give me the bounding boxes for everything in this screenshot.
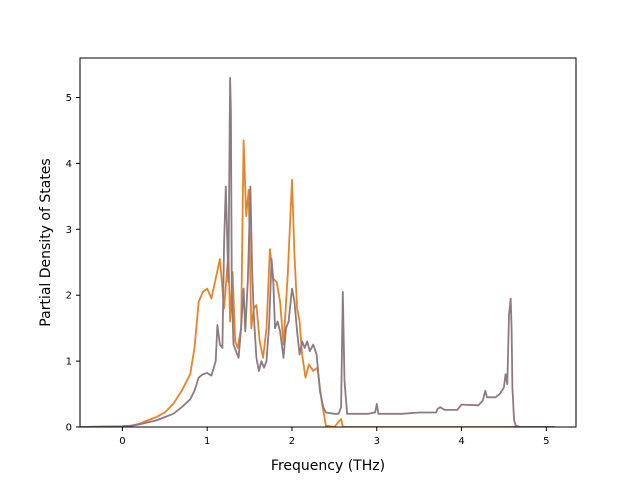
y-axis-label: Partial Density of States <box>38 158 54 326</box>
y-tick-label: 5 <box>66 93 72 104</box>
x-tick-label: 1 <box>204 436 210 447</box>
y-tick-label: 1 <box>66 357 72 368</box>
y-tick-label: 3 <box>66 225 72 236</box>
x-tick-label: 5 <box>543 436 549 447</box>
plot-frame <box>79 57 577 428</box>
series-line-1 <box>80 139 555 427</box>
x-tick-label: 2 <box>289 436 295 447</box>
x-axis-label: Frequency (THz) <box>271 458 385 474</box>
y-tick-label: 0 <box>66 423 72 434</box>
series-line-2 <box>80 76 555 427</box>
plot-area <box>80 76 555 427</box>
y-tick-label: 2 <box>66 291 72 302</box>
x-tick-label: 4 <box>458 436 464 447</box>
y-axis: 0 1 2 3 4 5 <box>66 93 80 434</box>
x-tick-label: 3 <box>374 436 380 447</box>
x-axis: 0 1 2 3 4 5 <box>119 427 550 447</box>
y-tick-label: 4 <box>66 159 72 170</box>
x-tick-label: 0 <box>119 436 125 447</box>
